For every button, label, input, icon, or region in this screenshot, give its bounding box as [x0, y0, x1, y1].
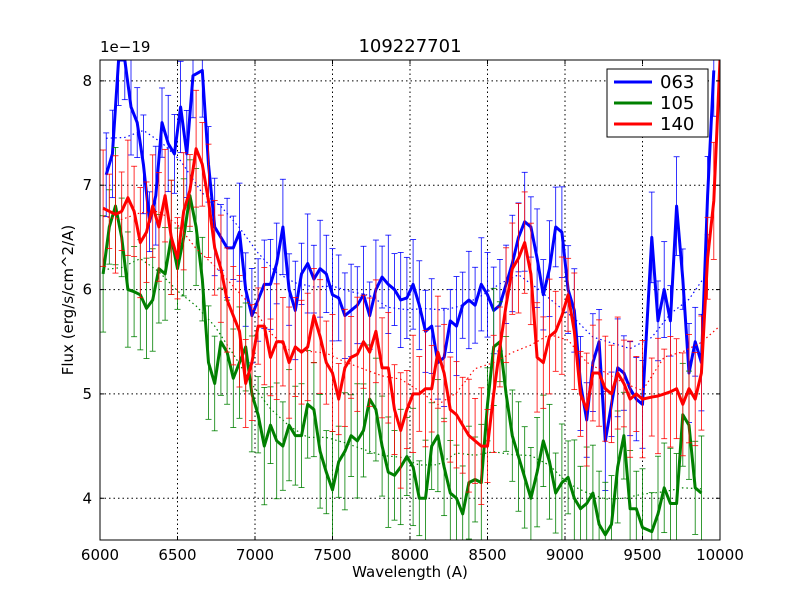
x-tick-label: 8500	[468, 546, 506, 564]
x-tick-label: 9000	[546, 546, 584, 564]
y-axis-label: Flux (erg/s/cm^2/A)	[59, 225, 77, 376]
ticks: 6000 6500 7000 7500 8000 8500 9000 9500 10000 4 5 6…	[81, 60, 744, 564]
y-tick-label: 5	[82, 385, 92, 403]
x-tick-label: 6500	[158, 546, 196, 564]
series-140-line	[102, 60, 720, 448]
legend-label-063: 063	[660, 72, 694, 93]
y-tick-label: 4	[82, 489, 92, 507]
y-scale-offset: 1e−19	[100, 38, 150, 56]
y-tick-label: 6	[82, 281, 92, 299]
series-063-line	[104, 60, 716, 443]
x-tick-label: 7000	[236, 546, 274, 564]
data-layer	[100, 60, 720, 540]
x-axis-label: Wavelength (A)	[352, 563, 468, 581]
legend-label-105: 105	[660, 93, 694, 114]
x-tick-label: 8000	[391, 546, 429, 564]
y-tick-label: 7	[82, 176, 92, 194]
legend-label-140: 140	[660, 114, 694, 135]
x-tick-label: 6000	[81, 546, 119, 564]
x-tick-label: 9500	[623, 546, 661, 564]
x-tick-label: 7500	[313, 546, 351, 564]
y-tick-label: 8	[82, 72, 92, 90]
x-tick-label: 10000	[696, 546, 744, 564]
chart-title: 109227701	[358, 36, 461, 57]
